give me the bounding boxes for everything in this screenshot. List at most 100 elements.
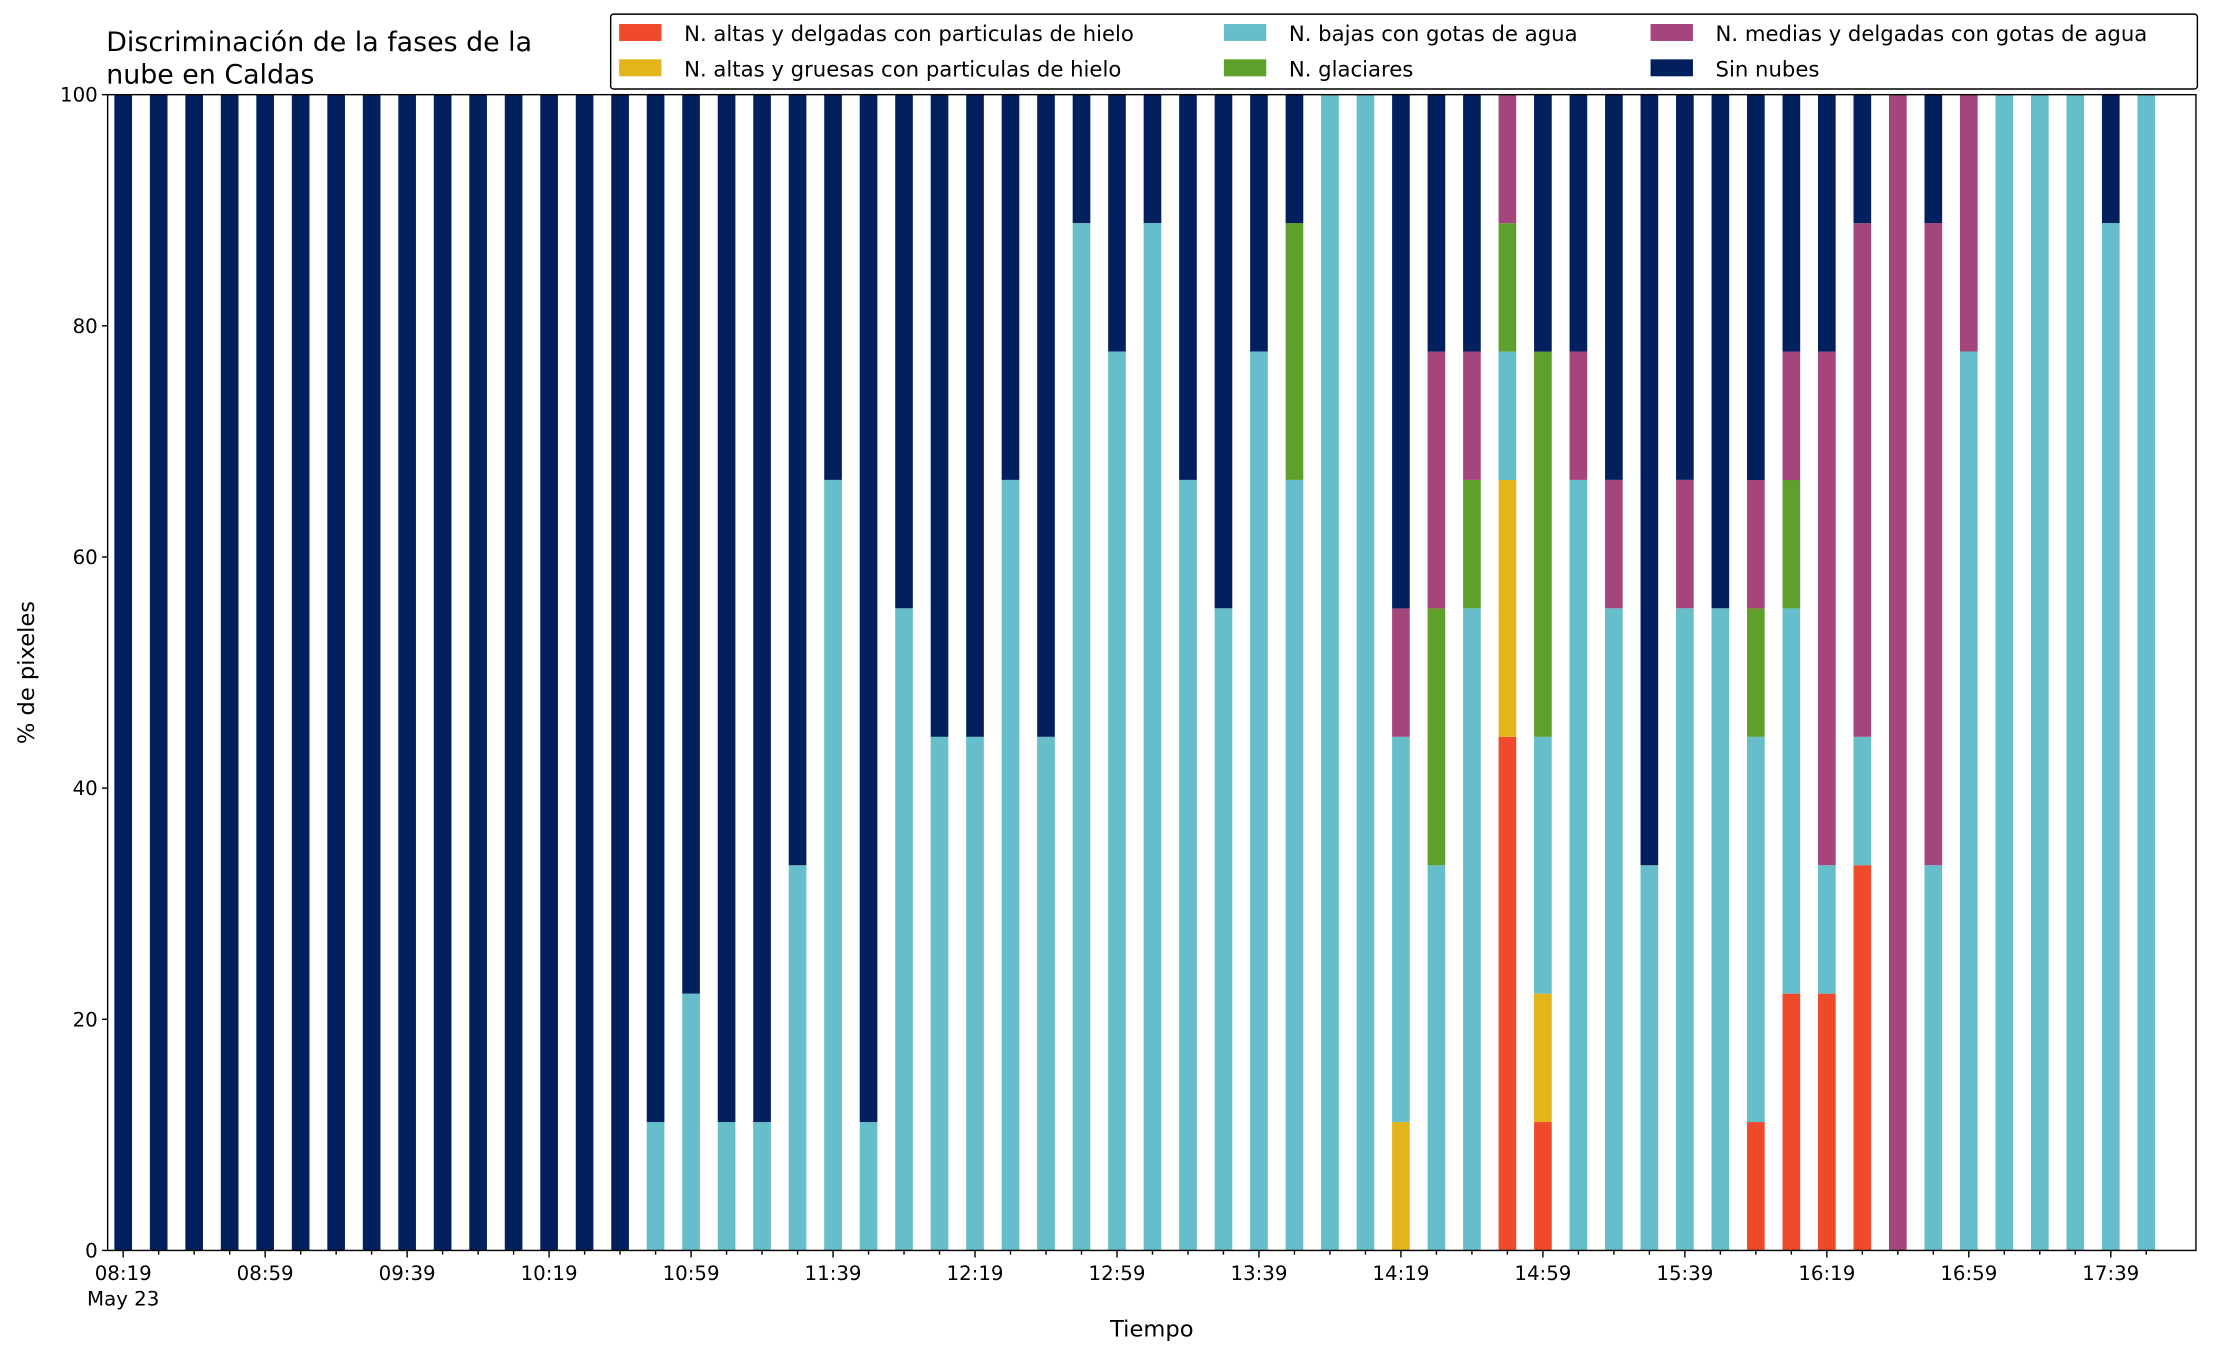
bar-segment [1676,608,1694,1251]
bar-segment [1392,94,1410,609]
bar-segment [1818,993,1836,1251]
bar-segment [1676,479,1694,609]
x-tick-label: 15:39 [1656,1262,1713,1285]
bar-segment [1853,223,1872,737]
bar-segment [1569,479,1588,1251]
bar-segment [1392,736,1410,1123]
bar-segment [1143,94,1162,224]
y-tick-label: 40 [73,777,98,800]
bar-segment [1143,223,1162,1251]
bar-segment [2101,223,2120,1251]
bar-segment [824,479,842,1251]
bar-segment [717,94,736,1123]
bar-segment [1498,736,1517,1251]
legend-label: N. altas y delgadas con particulas de hi… [684,21,1134,46]
bar-segment [1498,480,1517,737]
bar-segment [1640,94,1659,866]
bar-segment [1534,94,1552,352]
bar-segment [682,94,700,994]
bar-segment [1959,94,1978,352]
x-tick-label: 13:39 [1230,1262,1287,1285]
bar-segment [966,736,984,1251]
bar-segment [646,1122,665,1251]
bar-segment [1853,736,1872,866]
bar-segment [1605,94,1623,480]
bar-segment [1427,865,1446,1251]
bar-segment [895,94,913,609]
bar-segment [1356,94,1375,1251]
bar-segment [1782,94,1801,352]
bar-segment [327,94,345,1251]
bar-segment [1250,94,1268,352]
chart-title: Discriminación de la fases de la [106,27,532,58]
bar-segment [824,94,842,480]
bar-segment [1001,479,1020,1251]
bar-segment [1214,608,1233,1251]
bar-segment [185,94,204,1251]
bar-segment [1214,94,1233,609]
bar-segment [753,94,771,1123]
bar-segment [1498,351,1517,481]
x-tick-sublabel: May 23 [87,1288,159,1311]
bar-segment [575,94,594,1251]
bar-segment [1888,94,1907,1251]
bar-segment [2030,94,2049,1251]
bar-segment [1924,223,1943,866]
bar-segment [504,94,523,1251]
y-tick-label: 60 [73,546,98,569]
bar-segment [1108,94,1126,352]
legend-swatch [1650,24,1693,41]
bar-segment [1427,608,1446,866]
bar-segment [1782,351,1801,481]
x-axis-label: Tiempo [1109,1317,1193,1343]
bar-segment [1534,736,1552,994]
bar-segment [1676,94,1694,480]
legend-label: N. bajas con gotas de agua [1289,21,1578,46]
bar-segment [930,736,949,1251]
bar-segment [1640,865,1659,1251]
bar-segment [1285,94,1304,224]
bar-segment [2066,94,2085,1251]
bar-segment [1853,865,1872,1251]
y-tick-label: 0 [85,1240,98,1263]
bar-segment [1285,223,1304,480]
bar-segment [1534,1122,1552,1251]
x-tick-label: 08:19 [95,1262,152,1285]
y-tick-label: 80 [73,315,98,338]
bar-segment [1818,865,1836,994]
chart-title: nube en Caldas [106,59,314,90]
bar-segment [1747,480,1765,609]
x-tick-label: 10:19 [521,1262,578,1285]
bar-segment [1179,479,1197,1251]
bar-segment [1747,608,1765,737]
x-tick-label: 17:39 [2082,1262,2139,1285]
bar-segment [1959,351,1978,1251]
bar-segment [1427,94,1446,352]
bar-segment [1463,608,1481,1251]
bar-segment [1995,94,2014,1251]
bar-segment [1037,736,1055,1251]
bar-segment [1924,865,1943,1251]
bar-segment [149,94,168,1251]
bar-segment [398,94,416,1251]
x-tick-label: 09:39 [379,1262,436,1285]
bar-segment [753,1122,771,1251]
legend-swatch [619,59,662,77]
bar-segment [1534,351,1552,737]
bar-segment [1179,94,1197,480]
bar-segment [1285,479,1304,1251]
bar-segment [1250,351,1268,1251]
bar-segment [2101,94,2120,224]
x-tick-label: 10:59 [663,1262,720,1285]
bar-segment [966,94,984,737]
bar-segment [1569,94,1588,352]
bar-segment [1569,351,1588,480]
bar-segment [1463,94,1481,352]
y-tick-label: 100 [60,84,98,107]
bar-segment [1818,351,1836,866]
legend-label: N. glaciares [1289,56,1413,81]
bar-segment [859,1122,878,1251]
bar-segment [220,94,239,1251]
bar-segment [1321,94,1339,1251]
bar-segment [114,94,133,1251]
